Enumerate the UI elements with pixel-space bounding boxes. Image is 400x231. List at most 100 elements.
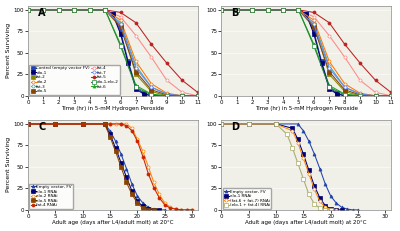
Control (empty vector FV): [388, 94, 393, 97]
elo-2 RNAi: [157, 193, 162, 196]
elo-2: [149, 82, 154, 85]
fat-4: [342, 56, 347, 58]
elo-1 RNAi: [124, 176, 129, 179]
(elo-1 + fat-4) RNAi: [328, 209, 333, 211]
fat-7: [327, 67, 332, 70]
elo-1,elo-2: [219, 9, 224, 11]
elo-1 RNAi: [135, 200, 140, 203]
fat-4: [103, 9, 108, 11]
fat-2: [195, 94, 200, 97]
elo-1: [26, 9, 30, 11]
fat-3: [265, 9, 270, 11]
Control (empty vector FV): [134, 86, 138, 88]
elo-2 RNAi: [26, 123, 30, 125]
Line: fat-5: fat-5: [26, 8, 199, 94]
Line: fat-6: fat-6: [26, 8, 199, 97]
fat-4: [358, 79, 362, 82]
fat-6: [134, 84, 138, 87]
Line: elo-2: elo-2: [26, 8, 199, 97]
fat-7: [312, 23, 316, 26]
Line: fat-6: fat-6: [220, 8, 392, 97]
Line: elo-2 RNAi: elo-2 RNAi: [26, 122, 194, 211]
Empty vector, FV: [334, 202, 339, 204]
elo-5: [134, 70, 138, 73]
Empty vector, FV: [323, 183, 328, 185]
fat-6: [265, 9, 270, 11]
Line: fat-3: fat-3: [220, 8, 392, 97]
Empty vector, FV: [274, 123, 278, 125]
elo-1: [149, 94, 154, 97]
Empty vector, FV: [345, 208, 350, 210]
fat-2: [327, 73, 332, 76]
Text: A: A: [38, 8, 46, 18]
elo-1,elo-2: [281, 9, 286, 11]
fat-5: [265, 9, 270, 11]
elo-1,elo-2: [265, 9, 270, 11]
Empty vector, FV: [339, 206, 344, 209]
Line: elo-5: elo-5: [26, 8, 199, 97]
elo-1,elo-2: [103, 9, 108, 11]
fat-3: [180, 94, 184, 97]
fat-2: [56, 9, 61, 11]
fat-4 RNAi: [108, 123, 112, 125]
elo-5: [219, 9, 224, 11]
fat-6: [103, 9, 108, 11]
fat-6: [72, 9, 77, 11]
Empty vector, FV: [157, 209, 162, 211]
elo-1: [134, 88, 138, 90]
elo-2 RNAi: [113, 123, 118, 125]
elo-2: [250, 9, 254, 11]
elo-1 RNAi: [53, 123, 58, 125]
elo-2: [281, 9, 286, 11]
fat-2: [219, 9, 224, 11]
elo-5 RNAi: [80, 123, 85, 125]
elo-1 RNAi: [339, 209, 344, 211]
elo-1: [110, 13, 115, 15]
fat-5: [72, 9, 77, 11]
(fat-6 + fat-7) RNAi: [219, 123, 224, 125]
fat-4 RNAi: [130, 129, 134, 132]
elo-1 RNAi: [301, 153, 306, 155]
fat-2: [265, 9, 270, 11]
fat-3: [388, 94, 393, 97]
fat-4: [164, 79, 169, 82]
(elo-1 + fat-4) RNAi: [301, 178, 306, 180]
fat-4: [312, 15, 316, 18]
Line: elo-1 RNAi: elo-1 RNAi: [26, 122, 161, 211]
Line: elo-2: elo-2: [220, 8, 392, 97]
Control (empty vector FV): [126, 60, 131, 63]
elo-1,elo-2: [149, 94, 154, 96]
Empty vector, FV: [119, 153, 124, 155]
elo-1,elo-2: [72, 9, 77, 11]
elo-1,elo-2: [358, 94, 362, 97]
elo-2 RNAi: [135, 138, 140, 141]
fat-5: [41, 9, 46, 11]
elo-1 RNAi: [130, 190, 134, 192]
elo-1: [281, 9, 286, 11]
fat-3: [296, 9, 301, 11]
elo-5: [164, 94, 169, 96]
fat-4 RNAi: [168, 207, 173, 210]
elo-2: [26, 9, 30, 11]
elo-1 RNAi: [108, 133, 112, 136]
fat-6: [87, 9, 92, 11]
elo-1,elo-2: [388, 94, 393, 97]
elo-1: [219, 9, 224, 11]
fat-4: [388, 94, 393, 97]
fat-7: [149, 86, 154, 88]
elo-2: [56, 9, 61, 11]
Control (empty vector FV): [358, 94, 362, 97]
fat-7: [56, 9, 61, 11]
fat-4: [219, 9, 224, 11]
fat-6: [56, 9, 61, 11]
Line: Control (empty vector FV): Control (empty vector FV): [26, 8, 199, 97]
elo-2: [265, 9, 270, 11]
Control (empty vector FV): [334, 92, 339, 94]
fat-5: [373, 79, 378, 82]
Legend: Empty vector, FV, elo-1 RNAi, elo-2 RNAi, elo-5 RNAi, fat-4 RNAi: Empty vector, FV, elo-1 RNAi, elo-2 RNAi…: [29, 184, 73, 209]
elo-1 RNAi: [306, 169, 311, 172]
(fat-6 + fat-7) RNAi: [290, 129, 295, 132]
Control (empty vector FV): [110, 13, 115, 15]
(elo-1 + fat-4) RNAi: [290, 147, 295, 149]
elo-1 RNAi: [157, 209, 162, 211]
